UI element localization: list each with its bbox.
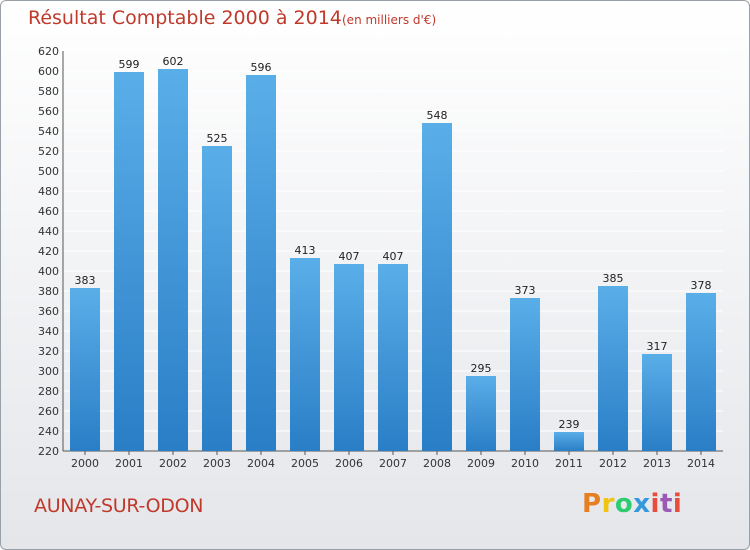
bar [598,286,628,451]
logo-letter: r [601,489,615,519]
data-label: 295 [471,362,492,375]
data-label: 373 [515,284,536,297]
bar [290,258,320,451]
x-tick-label: 2003 [203,457,231,470]
data-label: 385 [603,272,624,285]
x-tick-label: 2007 [379,457,407,470]
y-tick-label: 220 [38,445,59,458]
bar [686,293,716,451]
commune-name: AUNAY-SUR-ODON [34,495,204,517]
x-tick-label: 2014 [687,457,715,470]
data-label: 599 [119,58,140,71]
y-tick-label: 300 [38,365,59,378]
logo-letter: t [659,489,673,519]
logo-letter: P [582,489,602,519]
y-tick-label: 520 [38,145,59,158]
x-tick-label: 2011 [555,457,583,470]
proxiti-logo[interactable]: Proxiti [582,489,682,519]
data-label: 596 [251,61,272,74]
y-tick-label: 420 [38,245,59,258]
y-tick-label: 280 [38,385,59,398]
y-tick-label: 500 [38,165,59,178]
x-tick-label: 2006 [335,457,363,470]
bar [554,432,584,451]
data-label: 317 [647,340,668,353]
y-tick-label: 580 [38,85,59,98]
data-label: 383 [75,274,96,287]
x-tick-label: 2005 [291,457,319,470]
bar [114,72,144,451]
bar [158,69,188,451]
x-tick-label: 2010 [511,457,539,470]
x-tick-label: 2004 [247,457,275,470]
bar [422,123,452,451]
x-tick-label: 2012 [599,457,627,470]
logo-letter: i [650,489,660,519]
y-tick-label: 240 [38,425,59,438]
bar [202,146,232,451]
y-tick-label: 620 [38,45,59,58]
y-tick-label: 400 [38,265,59,278]
data-label: 525 [207,132,228,145]
data-label: 602 [163,55,184,68]
logo-letter: x [633,489,651,519]
bar [334,264,364,451]
x-tick-label: 2008 [423,457,451,470]
chart-subtitle: (en milliers d'€) [342,13,437,27]
y-tick-label: 260 [38,405,59,418]
bar [466,376,496,451]
data-label: 378 [691,279,712,292]
bar [246,75,276,451]
x-tick-label: 2002 [159,457,187,470]
logo-letter: i [672,489,683,519]
y-tick-label: 380 [38,285,59,298]
x-tick-label: 2000 [71,457,99,470]
bar [510,298,540,451]
data-label: 407 [339,250,360,263]
y-tick-label: 440 [38,225,59,238]
y-tick-label: 460 [38,205,59,218]
bar [642,354,672,451]
data-label: 548 [427,109,448,122]
chart-title: Résultat Comptable 2000 à 2014 [28,7,342,29]
y-tick-label: 600 [38,65,59,78]
x-tick-label: 2009 [467,457,495,470]
y-tick-label: 480 [38,185,59,198]
data-label: 239 [559,418,580,431]
data-label: 413 [295,244,316,257]
logo-letter: o [614,489,634,519]
y-tick-label: 560 [38,105,59,118]
y-tick-label: 360 [38,305,59,318]
y-tick-label: 540 [38,125,59,138]
y-tick-label: 320 [38,345,59,358]
data-label: 407 [383,250,404,263]
x-tick-label: 2001 [115,457,143,470]
bar [378,264,408,451]
x-tick-label: 2013 [643,457,671,470]
bar [70,288,100,451]
y-tick-label: 340 [38,325,59,338]
